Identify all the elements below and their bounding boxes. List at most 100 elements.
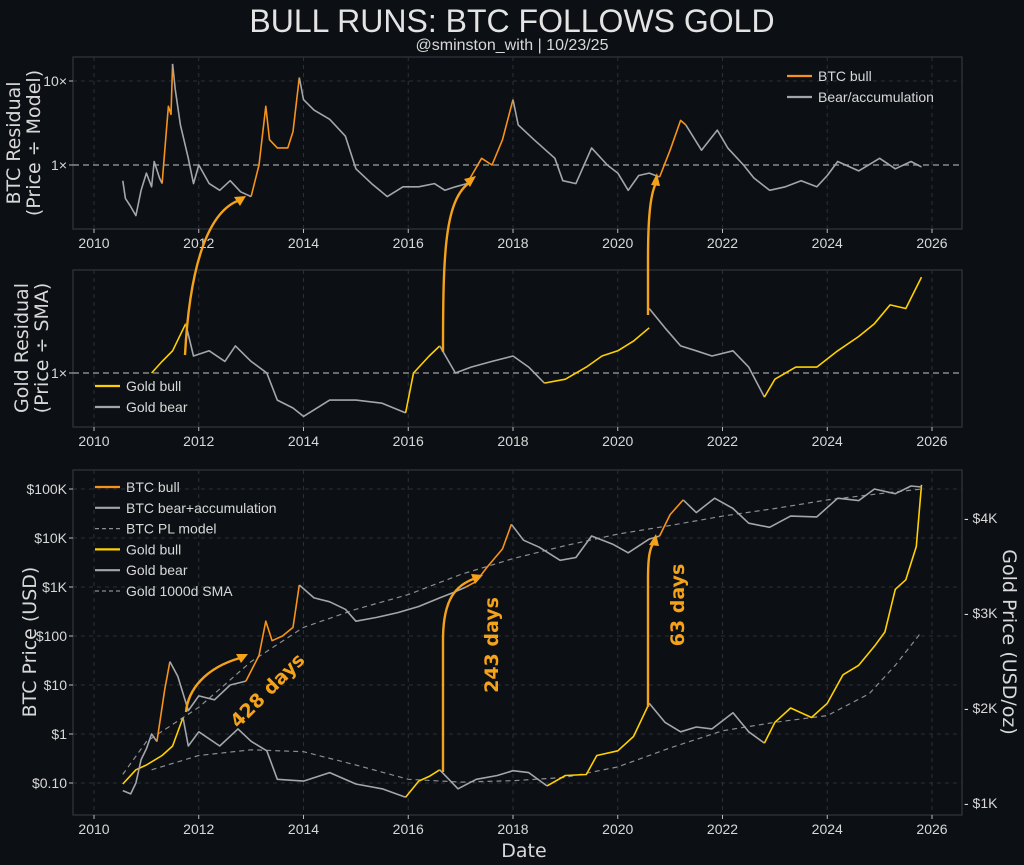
legend-label: Gold 1000d SMA bbox=[126, 583, 233, 599]
legend-label: Gold bull bbox=[126, 378, 181, 394]
x-tick-label: 2016 bbox=[393, 235, 424, 251]
y-tick-label: $10 bbox=[44, 677, 68, 693]
y-tick-label: $10K bbox=[34, 530, 67, 546]
arrowhead-icon bbox=[651, 173, 660, 186]
btc-price-bear-line bbox=[298, 584, 467, 622]
btc-residual-bear-line bbox=[122, 160, 163, 217]
x-tick-label: 2024 bbox=[812, 821, 843, 837]
x-tick-label: 2018 bbox=[497, 821, 528, 837]
legend-label: BTC bull bbox=[818, 68, 872, 84]
x-tick-label: 2018 bbox=[497, 433, 528, 449]
btc-residual-bull-line bbox=[161, 63, 174, 184]
y-tick-label: $0.10 bbox=[32, 775, 67, 791]
annotation-63-days: 63 days bbox=[667, 564, 689, 647]
gold-price-bear-line bbox=[182, 717, 406, 799]
x-tick-label: 2024 bbox=[812, 235, 843, 251]
annotation-243-days: 243 days bbox=[481, 597, 503, 693]
plot-frame bbox=[72, 269, 963, 428]
plot-frame bbox=[72, 56, 963, 230]
p1-ylabel-line2: (Price ÷ Model) bbox=[23, 70, 45, 216]
y-right-tick-label: - $4K bbox=[964, 510, 998, 526]
price-arrow-2 bbox=[441, 576, 477, 772]
y-right-tick-label: - $3K bbox=[964, 605, 998, 621]
p3-xlabel: Date bbox=[501, 840, 546, 862]
gold-price-bull-line bbox=[122, 717, 184, 785]
btc-residual-bear-line bbox=[298, 77, 468, 198]
btc-price-bull-line bbox=[465, 524, 513, 588]
btc-price-bull-line bbox=[245, 584, 301, 682]
btc-price-bear-line bbox=[122, 733, 158, 795]
legend-label: BTC bull bbox=[126, 479, 180, 495]
gold-residual-bull-line bbox=[544, 327, 650, 384]
arrowhead-icon bbox=[464, 176, 476, 187]
btc-residual-bear-line bbox=[171, 63, 252, 198]
legend-label: BTC PL model bbox=[126, 521, 217, 537]
gold-sma-line bbox=[151, 631, 922, 783]
gold-residual-bull-line bbox=[763, 276, 923, 398]
x-tick-label: 2012 bbox=[183, 235, 214, 251]
btc-residual-bear-line bbox=[512, 99, 660, 192]
btc-price-bear-line bbox=[169, 661, 247, 712]
y-tick-label: $100K bbox=[27, 481, 68, 497]
legend-label: Gold bull bbox=[126, 541, 181, 557]
x-tick-label: 2022 bbox=[707, 821, 738, 837]
plot-frame bbox=[72, 469, 963, 816]
gold-price-bull-line bbox=[546, 702, 650, 787]
btc-price-bull-line bbox=[156, 661, 171, 742]
arrowhead-icon bbox=[234, 196, 246, 206]
y-tick-label: 10× bbox=[43, 73, 67, 89]
btc-residual-bear-line bbox=[685, 124, 922, 192]
arrowhead-icon bbox=[236, 654, 248, 663]
x-tick-label: 2022 bbox=[707, 235, 738, 251]
legend-label: Bear/accumulation bbox=[818, 89, 934, 105]
y-right-tick-label: - $1K bbox=[964, 795, 998, 811]
x-tick-label: 2020 bbox=[602, 235, 633, 251]
arrowhead-icon bbox=[471, 574, 483, 584]
y-tick-label: $1 bbox=[51, 726, 67, 742]
x-tick-label: 2020 bbox=[602, 821, 633, 837]
btc-pl-model-line bbox=[122, 488, 922, 775]
x-tick-label: 2018 bbox=[497, 235, 528, 251]
gold-residual-bull-line bbox=[151, 323, 187, 374]
y-tick-label: $1K bbox=[42, 579, 68, 595]
btc-residual-arrow-1 bbox=[183, 198, 241, 356]
chart-subtitle: @sminston_with | 10/23/25 bbox=[416, 37, 609, 54]
gold-residual-bear-line bbox=[439, 345, 545, 384]
btc-residual-bull-line bbox=[658, 119, 687, 178]
btc-price-bear-line bbox=[510, 523, 660, 562]
x-tick-label: 2022 bbox=[707, 433, 738, 449]
panel-btc-residual: 2010 2012 2014 2016 2018 2020 2022 2024 2026 10× 1… bbox=[43, 56, 963, 251]
x-tick-label: 2014 bbox=[288, 821, 319, 837]
gold-price-bear-line bbox=[648, 702, 765, 744]
p2-ylabel-line2: (Price ÷ SMA) bbox=[31, 283, 53, 414]
x-tick-label: 2012 bbox=[183, 821, 214, 837]
y-tick-label: $100 bbox=[36, 628, 67, 644]
gold-price-bull-line bbox=[763, 484, 923, 744]
arrowhead-icon bbox=[649, 534, 659, 546]
p3-ylabel-right: Gold Price (USD/oz) bbox=[998, 549, 1020, 735]
p3-ylabel: BTC Price (USD) bbox=[19, 567, 41, 718]
panel-gold-residual: 2010 2012 2014 2016 2018 2020 2022 2024 2026 1× Go… bbox=[51, 269, 963, 449]
panel-price: 2010 2012 2014 2016 2018 2020 2022 2024 2026 $100… bbox=[27, 469, 998, 837]
btc-residual-arrow-3 bbox=[646, 182, 658, 315]
x-tick-label: 2016 bbox=[393, 821, 424, 837]
y-tick-label: 1× bbox=[51, 365, 67, 381]
x-tick-label: 2010 bbox=[78, 821, 109, 837]
btc-price-bull-line bbox=[658, 499, 684, 537]
x-tick-label: 2026 bbox=[916, 433, 947, 449]
legend-label: BTC bear+accumulation bbox=[126, 500, 277, 516]
legend-label: Gold bear bbox=[126, 399, 188, 415]
x-tick-label: 2024 bbox=[812, 433, 843, 449]
gold-price-bear-line bbox=[439, 769, 548, 790]
chart-title: BULL RUNS: BTC FOLLOWS GOLD bbox=[249, 3, 774, 39]
y-tick-label: 1× bbox=[51, 157, 67, 173]
btc-residual-bull-line bbox=[466, 99, 514, 185]
x-tick-label: 2026 bbox=[916, 821, 947, 837]
btc-residual-bull-line bbox=[250, 77, 301, 197]
x-tick-label: 2014 bbox=[288, 433, 319, 449]
btc-residual-arrow-2 bbox=[441, 181, 471, 353]
legend-label: Gold bear bbox=[126, 562, 188, 578]
p2-ylabel-line1: Gold Residual bbox=[11, 283, 33, 413]
